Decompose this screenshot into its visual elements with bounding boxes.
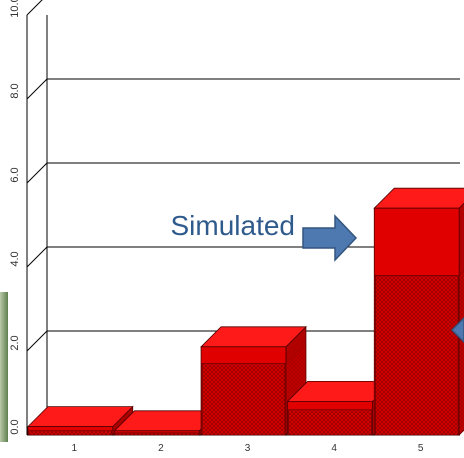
x-tick-label: 2: [158, 443, 164, 453]
y-tick-label: 6.0: [9, 167, 21, 182]
bar-group: [373, 187, 464, 436]
bar-inner: [374, 275, 459, 436]
y-tick-label: 0.0: [9, 419, 21, 434]
gridline-slant: [26, 246, 48, 268]
bar-inner: [28, 430, 113, 436]
x-tick-label: 5: [418, 443, 424, 453]
left-wall-shading: [0, 292, 8, 442]
x-tick-label: 3: [245, 443, 251, 453]
arrow-icon: [302, 214, 358, 262]
bar-top: [373, 187, 464, 209]
gridline-slant: [26, 162, 48, 184]
gridline-slant: [26, 0, 43, 16]
bar-inner-side: [458, 270, 464, 436]
gridline-slant: [26, 330, 48, 352]
simulated-label: Simulated: [170, 210, 295, 241]
bar-group: [200, 325, 307, 436]
gridline-slant: [26, 78, 48, 100]
x-tick-label: 1: [72, 443, 78, 453]
y-tick-label: 8.0: [9, 83, 21, 98]
arrow-icon-partial: [450, 316, 464, 344]
bar-inner: [115, 432, 199, 436]
bar-inner: [201, 363, 286, 436]
y-tick-label: 4.0: [9, 251, 21, 266]
y-tick-label: 2.0: [9, 335, 21, 350]
bar-inner: [288, 409, 372, 436]
x-tick-label: 4: [331, 443, 337, 453]
y-tick-label: 10.0: [9, 0, 21, 18]
